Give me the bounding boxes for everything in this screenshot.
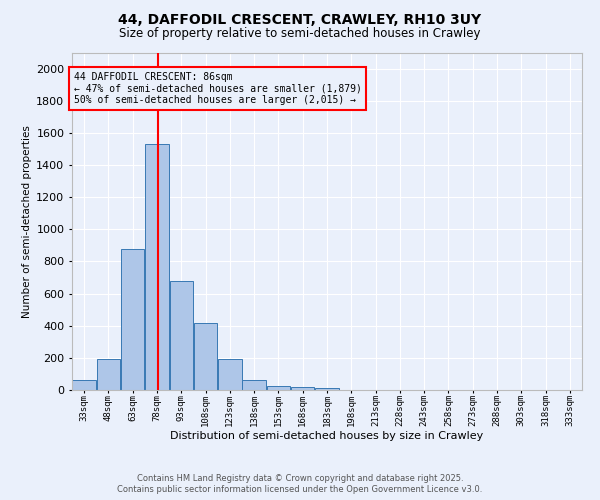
Bar [291, 387, 314, 390]
Bar [194, 324, 217, 390]
Text: Size of property relative to semi-detached houses in Crawley: Size of property relative to semi-detach… [119, 28, 481, 40]
Bar [315, 388, 339, 390]
Bar [218, 358, 242, 390]
Text: 44 DAFFODIL CRESCENT: 86sqm
← 47% of semi-detached houses are smaller (1,879)
50: 44 DAFFODIL CRESCENT: 86sqm ← 47% of sem… [74, 72, 361, 105]
X-axis label: Distribution of semi-detached houses by size in Crawley: Distribution of semi-detached houses by … [170, 430, 484, 440]
Bar [97, 358, 120, 390]
Text: 44, DAFFODIL CRESCENT, CRAWLEY, RH10 3UY: 44, DAFFODIL CRESCENT, CRAWLEY, RH10 3UY [118, 12, 482, 26]
Bar [145, 144, 169, 390]
Bar [266, 386, 290, 390]
Text: Contains HM Land Registry data © Crown copyright and database right 2025.
Contai: Contains HM Land Registry data © Crown c… [118, 474, 482, 494]
Bar [170, 280, 193, 390]
Bar [73, 380, 96, 390]
Bar [121, 248, 145, 390]
Y-axis label: Number of semi-detached properties: Number of semi-detached properties [22, 125, 32, 318]
Bar [242, 380, 266, 390]
